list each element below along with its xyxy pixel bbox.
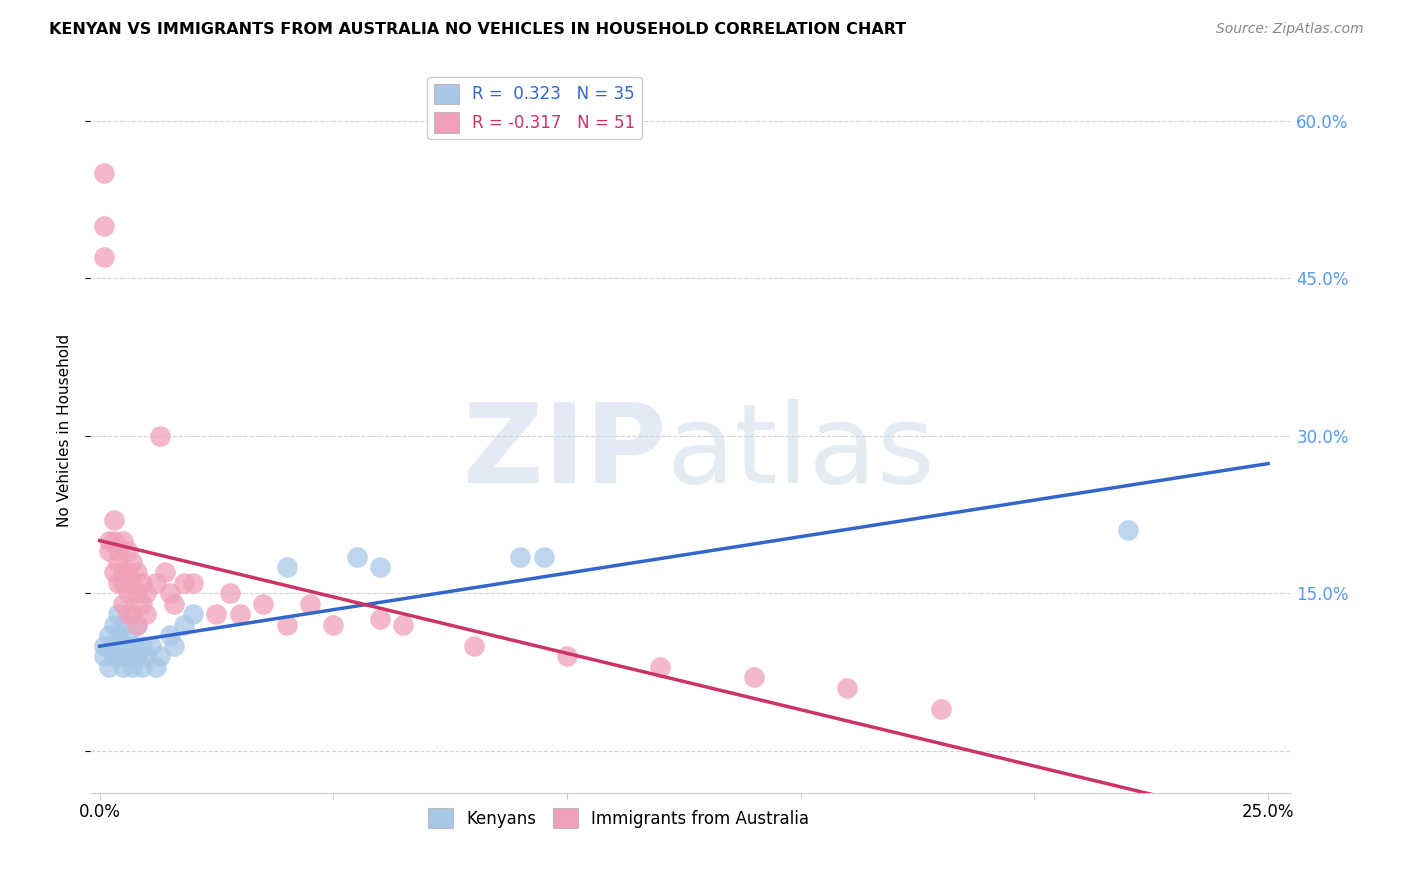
Point <box>131 597 153 611</box>
Point <box>555 649 578 664</box>
Point <box>93 639 115 653</box>
Point <box>103 533 125 548</box>
Point <box>97 628 120 642</box>
Point <box>145 659 167 673</box>
Point <box>298 597 321 611</box>
Point <box>117 586 139 600</box>
Text: ZIP: ZIP <box>464 399 666 506</box>
Point <box>149 649 172 664</box>
Point <box>159 586 181 600</box>
Point <box>139 639 162 653</box>
Point <box>111 575 134 590</box>
Point <box>276 617 298 632</box>
Point <box>135 649 157 664</box>
Point <box>97 533 120 548</box>
Point <box>219 586 242 600</box>
Point <box>103 617 125 632</box>
Point <box>93 166 115 180</box>
Point <box>125 586 148 600</box>
Point <box>121 575 143 590</box>
Point <box>135 586 157 600</box>
Point <box>93 251 115 265</box>
Point <box>252 597 274 611</box>
Point <box>131 639 153 653</box>
Point <box>509 549 531 564</box>
Text: Source: ZipAtlas.com: Source: ZipAtlas.com <box>1216 22 1364 37</box>
Point <box>131 575 153 590</box>
Point <box>368 612 391 626</box>
Point <box>117 566 139 580</box>
Point <box>125 617 148 632</box>
Point <box>107 607 129 622</box>
Point <box>463 639 485 653</box>
Point <box>103 513 125 527</box>
Point <box>837 681 859 695</box>
Point <box>111 617 134 632</box>
Point <box>159 628 181 642</box>
Point <box>93 649 115 664</box>
Y-axis label: No Vehicles in Household: No Vehicles in Household <box>58 334 72 527</box>
Point <box>117 649 139 664</box>
Point <box>276 560 298 574</box>
Text: KENYAN VS IMMIGRANTS FROM AUSTRALIA NO VEHICLES IN HOUSEHOLD CORRELATION CHART: KENYAN VS IMMIGRANTS FROM AUSTRALIA NO V… <box>49 22 907 37</box>
Point <box>107 628 129 642</box>
Point <box>121 555 143 569</box>
Point <box>153 566 176 580</box>
Point <box>368 560 391 574</box>
Point <box>107 555 129 569</box>
Point <box>117 544 139 558</box>
Text: atlas: atlas <box>666 399 935 506</box>
Point <box>121 607 143 622</box>
Point <box>346 549 368 564</box>
Point <box>117 607 139 622</box>
Point <box>103 566 125 580</box>
Point <box>173 617 195 632</box>
Point <box>173 575 195 590</box>
Point <box>742 670 765 684</box>
Point <box>392 617 415 632</box>
Point <box>93 219 115 233</box>
Point <box>107 649 129 664</box>
Legend: Kenyans, Immigrants from Australia: Kenyans, Immigrants from Australia <box>422 801 815 835</box>
Point <box>97 659 120 673</box>
Point <box>181 607 204 622</box>
Point <box>111 659 134 673</box>
Point <box>205 607 228 622</box>
Point <box>121 659 143 673</box>
Point <box>117 628 139 642</box>
Point <box>131 659 153 673</box>
Point <box>650 659 672 673</box>
Point <box>125 649 148 664</box>
Point <box>322 617 344 632</box>
Point <box>145 575 167 590</box>
Point <box>121 639 143 653</box>
Point <box>103 649 125 664</box>
Point <box>111 533 134 548</box>
Point <box>125 617 148 632</box>
Point <box>533 549 555 564</box>
Point <box>107 544 129 558</box>
Point <box>929 702 952 716</box>
Point <box>149 429 172 443</box>
Point <box>107 575 129 590</box>
Point <box>229 607 252 622</box>
Point <box>103 639 125 653</box>
Point <box>1116 523 1139 537</box>
Point <box>97 544 120 558</box>
Point <box>111 566 134 580</box>
Point <box>135 607 157 622</box>
Point <box>163 639 186 653</box>
Point <box>111 597 134 611</box>
Point <box>181 575 204 590</box>
Point <box>125 566 148 580</box>
Point <box>111 639 134 653</box>
Point <box>163 597 186 611</box>
